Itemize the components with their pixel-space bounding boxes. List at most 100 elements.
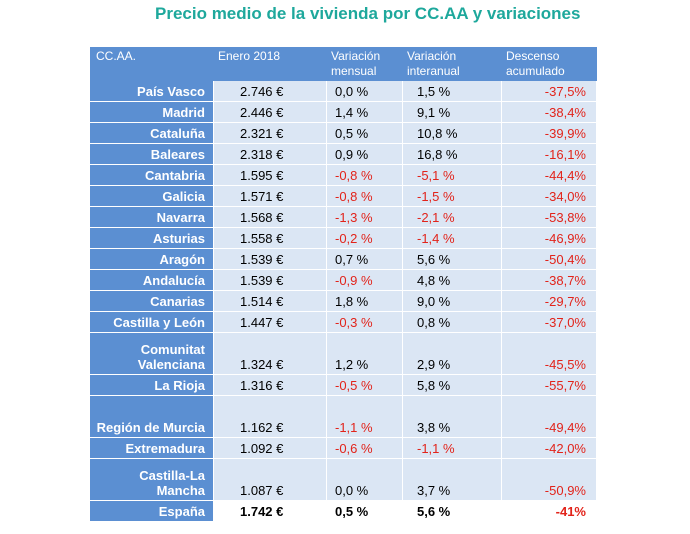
table-row: País Vasco 2.746 €0,0 % 1,5 % -37,5% [90,81,597,102]
table-row: Asturias 1.558 € -0,2 % -1,4 % -46,9% [90,228,597,249]
descenso-cell: -50,4% [502,249,597,270]
interanual-cell: 10,8 % [403,123,502,144]
enero-cell: 1.324 € [214,333,327,375]
descenso-cell: -50,9% [502,459,597,501]
interanual-cell: -1,1 % [403,438,502,459]
enero-cell: 1.162 € [214,396,327,438]
header-region: CC.AA. [90,47,214,81]
region-cell: Región de Murcia [90,396,214,438]
enero-cell: 1.447 € [214,312,327,333]
enero-cell: 2.318 € [214,144,327,165]
interanual-cell: 9,1 % [403,102,502,123]
region-cell: Madrid [90,102,214,123]
interanual-cell: -5,1 % [403,165,502,186]
enero-cell: 1.539 € [214,249,327,270]
interanual-cell: -1,5 % [403,186,502,207]
mensual-cell: -0,2 % [327,228,403,249]
enero-cell: 2.746 € [214,81,327,102]
mensual-cell: 0,9 % [327,144,403,165]
header-mensual: Variación mensual [327,47,403,81]
region-cell: Cataluña [90,123,214,144]
region-cell: Galicia [90,186,214,207]
region-cell: Baleares [90,144,214,165]
enero-cell: 1.539 € [214,270,327,291]
region-cell: Cantabria [90,165,214,186]
table-row: Aragón 1.539 €0,7 % 5,6 % -50,4% [90,249,597,270]
interanual-cell: 1,5 % [403,81,502,102]
enero-cell: 1.571 € [214,186,327,207]
table-row: Madrid 2.446 €1,4 % 9,1 % -38,4% [90,102,597,123]
table-row: Castilla-La Mancha 1.087 €0,0 % 3,7 % -50,9… [90,459,597,501]
table-row: Región de Murcia 1.162 € -1,1 % 3,8 % -49,4% [90,396,597,438]
region-cell: Extremadura [90,438,214,459]
descenso-cell: -49,4% [502,396,597,438]
mensual-cell: 0,5 % [327,123,403,144]
region-cell: Castilla-La Mancha [90,459,214,501]
enero-cell: 1.087 € [214,459,327,501]
table-row: Comunitat Valenciana 1.324 €1,2 % 2,9 % -45… [90,333,597,375]
mensual-cell: -0,9 % [327,270,403,291]
table-row: Galicia 1.571 € -0,8 % -1,5 % -34,0% [90,186,597,207]
table-row: Cataluña 2.321 €0,5 % 10,8 % -39,9% [90,123,597,144]
enero-cell: 1.092 € [214,438,327,459]
interanual-cell: 16,8 % [403,144,502,165]
header-interanual: Variación interanual [403,47,502,81]
region-cell: Castilla y León [90,312,214,333]
table-row: Extremadura 1.092 € -0,6 % -1,1 % -42,0% [90,438,597,459]
interanual-cell: 5,6 % [403,249,502,270]
price-table: CC.AA. Enero 2018 Variación mensual Vari… [90,47,597,522]
mensual-cell: -0,5 % [327,375,403,396]
mensual-cell: -0,3 % [327,312,403,333]
header-descenso: Descenso acumulado [502,47,597,81]
interanual-cell: 3,7 % [403,459,502,501]
table-row: Castilla y León 1.447 € -0,3 % 0,8 % -37,0% [90,312,597,333]
enero-cell: 1.568 € [214,207,327,228]
interanual-cell: -2,1 % [403,207,502,228]
mensual-cell: 0,7 % [327,249,403,270]
enero-cell: 1.316 € [214,375,327,396]
header-enero: Enero 2018 [214,47,327,81]
mensual-cell: -0,8 % [327,165,403,186]
table-row: Cantabria 1.595 € -0,8 % -5,1 % -44,4% [90,165,597,186]
descenso-cell: -37,0% [502,312,597,333]
enero-cell: 2.321 € [214,123,327,144]
descenso-cell: -29,7% [502,291,597,312]
interanual-cell: 2,9 % [403,333,502,375]
mensual-cell: -1,3 % [327,207,403,228]
region-cell: Navarra [90,207,214,228]
region-cell: España [90,501,214,522]
interanual-cell: 0,8 % [403,312,502,333]
region-cell: La Rioja [90,375,214,396]
mensual-cell: -0,8 % [327,186,403,207]
page-title: Precio medio de la vivienda por CC.AA y … [155,4,581,23]
descenso-cell: -42,0% [502,438,597,459]
descenso-cell: -45,5% [502,333,597,375]
mensual-cell: 1,2 % [327,333,403,375]
descenso-cell: -46,9% [502,228,597,249]
mensual-cell: 1,8 % [327,291,403,312]
table-row: Andalucía 1.539 € -0,9 % 4,8 % -38,7% [90,270,597,291]
region-cell: Andalucía [90,270,214,291]
mensual-cell: 1,4 % [327,102,403,123]
descenso-cell: -34,0% [502,186,597,207]
interanual-cell: -1,4 % [403,228,502,249]
enero-cell: 2.446 € [214,102,327,123]
table-row: Baleares 2.318 €0,9 % 16,8 % -16,1% [90,144,597,165]
enero-cell: 1.595 € [214,165,327,186]
interanual-cell: 3,8 % [403,396,502,438]
table-header-row: CC.AA. Enero 2018 Variación mensual Vari… [90,47,597,81]
region-cell: Asturias [90,228,214,249]
enero-cell: 1.514 € [214,291,327,312]
descenso-cell: -37,5% [502,81,597,102]
descenso-cell: -39,9% [502,123,597,144]
descenso-cell: -41% [502,501,597,522]
table-row: Canarias 1.514 €1,8 % 9,0 % -29,7% [90,291,597,312]
interanual-cell: 5,8 % [403,375,502,396]
region-cell: País Vasco [90,81,214,102]
descenso-cell: -55,7% [502,375,597,396]
region-cell: Comunitat Valenciana [90,333,214,375]
descenso-cell: -44,4% [502,165,597,186]
mensual-cell: 0,0 % [327,81,403,102]
interanual-cell: 5,6 % [403,501,502,522]
region-cell: Aragón [90,249,214,270]
